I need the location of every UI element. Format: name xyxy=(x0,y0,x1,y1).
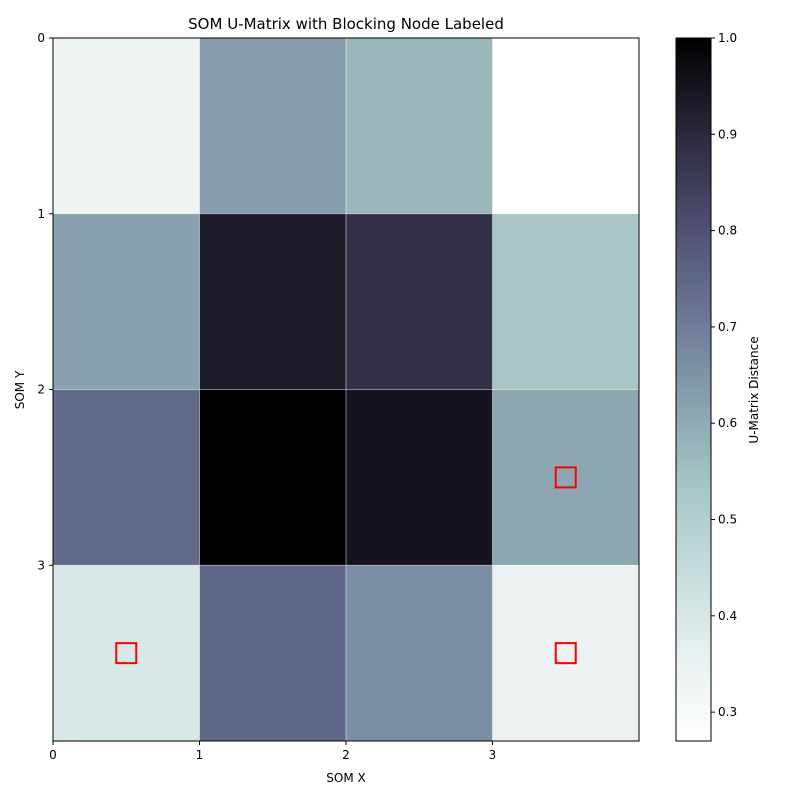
y-tick-label: 0 xyxy=(37,31,45,45)
heatmap-cells xyxy=(53,38,640,742)
colorbar-label: U-Matrix Distance xyxy=(747,336,761,443)
heatmap-cell xyxy=(199,389,347,566)
colorbar xyxy=(675,37,712,742)
heatmap-cell xyxy=(346,565,493,742)
heatmap-cell xyxy=(346,38,493,215)
colorbar-tick-label: 0.8 xyxy=(718,224,737,238)
x-tick-label: 3 xyxy=(489,748,497,762)
colorbar-tick-label: 0.4 xyxy=(718,609,737,623)
grid-lines xyxy=(53,38,639,741)
heatmap-cell xyxy=(199,565,347,742)
x-tick-label: 2 xyxy=(342,748,350,762)
y-tick-label: 3 xyxy=(37,558,45,572)
x-tick-label: 0 xyxy=(49,748,57,762)
blocking-node-marker xyxy=(115,642,138,665)
heatmap-cell xyxy=(346,389,493,566)
heatmap-cell xyxy=(53,565,200,742)
x-axis-label: SOM X xyxy=(326,771,365,785)
x-tick-label: 1 xyxy=(196,748,204,762)
blocking-node-marker xyxy=(554,466,577,489)
colorbar-tick-label: 0.9 xyxy=(718,127,737,141)
y-axis-label: SOM Y xyxy=(13,370,27,409)
heatmap-cell xyxy=(53,389,200,566)
heatmap-cell xyxy=(492,389,640,566)
heatmap-cell xyxy=(53,213,200,390)
heatmap-cell xyxy=(199,38,347,215)
x-axis-ticks: 0 1 2 3 xyxy=(49,741,496,762)
y-tick-label: 2 xyxy=(37,383,45,397)
heatmap-cell xyxy=(492,565,640,742)
colorbar-tick-label: 0.7 xyxy=(718,320,737,334)
blocking-node-marker xyxy=(554,642,577,665)
colorbar-tick-label: 0.3 xyxy=(718,705,737,719)
colorbar-tick-label: 0.5 xyxy=(718,513,737,527)
blocking-node-markers xyxy=(115,466,577,665)
y-tick-label: 1 xyxy=(37,207,45,221)
chart-title: SOM U-Matrix with Blocking Node Labeled xyxy=(188,15,504,33)
heatmap-cell xyxy=(492,38,640,215)
y-axis-ticks: 0 1 2 3 xyxy=(37,31,53,572)
colorbar-ticks: 0.3 0.4 0.5 0.6 0.7 0.8 0.9 1.0 xyxy=(711,31,737,719)
colorbar-tick-label: 1.0 xyxy=(718,31,737,45)
heatmap-cell xyxy=(53,38,200,215)
heatmap-cell xyxy=(199,213,347,390)
heatmap-cell xyxy=(492,213,640,390)
colorbar-tick-label: 0.6 xyxy=(718,416,737,430)
heatmap-cell xyxy=(346,213,493,390)
